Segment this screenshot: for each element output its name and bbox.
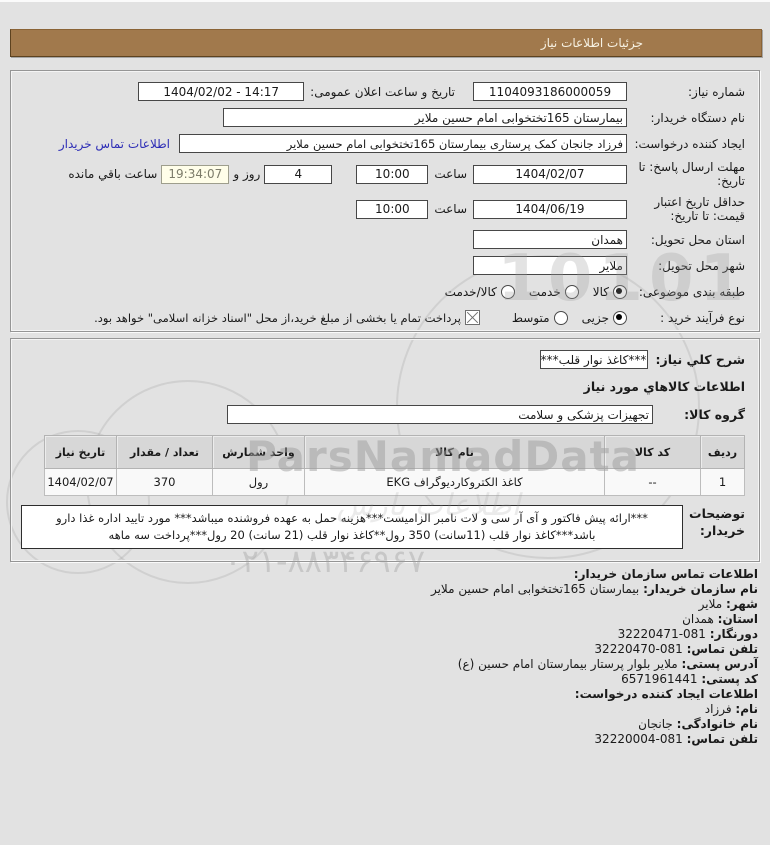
validity-date-input[interactable]: 1404/06/19 bbox=[473, 199, 627, 219]
deadline-hour-label: ساعت bbox=[434, 167, 467, 181]
top-highlight-line bbox=[0, 0, 770, 2]
checkbox-checked-icon bbox=[464, 310, 480, 325]
buyer-contact-link[interactable]: اطلاعات تماس خریدار bbox=[58, 136, 170, 151]
goods-group-label: گروه کالا: bbox=[684, 407, 745, 422]
items-table-header-row: ردیف کد کالا نام کالا واحد شمارش تعداد /… bbox=[44, 435, 745, 469]
request-creator-label: ایجاد کننده درخواست: bbox=[634, 136, 745, 151]
cell-unit: رول bbox=[212, 468, 305, 496]
treasury-checkbox[interactable]: پرداخت تمام یا بخشی از مبلغ خرید،از محل … bbox=[94, 310, 480, 325]
table-row: 1 -- کاغذ الکتروکاردیوگراف EKG رول 370 1… bbox=[44, 468, 745, 496]
purchase-process-label: نوع فرآیند خرید : bbox=[660, 310, 745, 325]
need-items-groupbox: شرح کلي نیاز: ***کاغذ نوار قلب*** اطلاعا… bbox=[10, 338, 760, 562]
radio-icon bbox=[553, 310, 568, 325]
radio-goods-service[interactable]: کالا/خدمت bbox=[445, 284, 515, 299]
announce-datetime-label: تاریخ و ساعت اعلان عمومی: bbox=[310, 84, 455, 99]
validity-hour-label: ساعت bbox=[434, 202, 467, 216]
need-number-label: شماره نیاز: bbox=[688, 84, 745, 99]
cell-quantity: 370 bbox=[116, 468, 213, 496]
cell-row-number: 1 bbox=[700, 468, 745, 496]
need-number-row: شماره نیاز: 1104093186000059 تاریخ و ساع… bbox=[21, 81, 745, 102]
remaining-days-input[interactable]: 4 bbox=[264, 164, 333, 184]
col-unit: واحد شمارش bbox=[212, 435, 305, 469]
radio-service[interactable]: خدمت bbox=[529, 284, 579, 299]
response-deadline-label: مهلت ارسال پاسخ: تا تاریخ: bbox=[638, 160, 745, 188]
items-section-header: اطلاعات کالاهاي مورد نیاز bbox=[583, 379, 745, 394]
announce-datetime-input[interactable]: 1404/02/02 - 14:17 bbox=[138, 82, 305, 101]
buyer-notes-label: توضیحات خریدار: bbox=[689, 506, 745, 538]
buyer-org-input[interactable]: بیمارستان 165تختخوابی امام حسین ملایر bbox=[223, 108, 627, 127]
goods-group-input[interactable]: تجهیزات پزشکی و سلامت bbox=[227, 405, 653, 424]
cell-item-code: -- bbox=[604, 468, 701, 496]
items-table: ردیف کد کالا نام کالا واحد شمارش تعداد /… bbox=[44, 435, 745, 496]
cell-need-date: 1404/02/07 bbox=[44, 468, 117, 496]
price-validity-label: حداقل تاریخ اعتبار قیمت: تا تاریخ: bbox=[654, 195, 745, 223]
creator-info-title: اطلاعات ایجاد کننده درخواست: bbox=[574, 687, 758, 701]
contact-line-postalcode: کد پستی: 6571961441 bbox=[621, 672, 758, 686]
page-title: جزئیات اطلاعات نیاز bbox=[10, 29, 762, 57]
col-item-code: کد کالا bbox=[604, 435, 701, 469]
deadline-time-input[interactable]: 10:00 bbox=[356, 164, 429, 184]
radio-minor[interactable]: جزیی bbox=[582, 310, 627, 325]
general-desc-label: شرح کلي نیاز: bbox=[655, 352, 745, 367]
buyer-notes-box: ***ارائه پیش فاکتور و آی آر سی و لات نام… bbox=[21, 505, 683, 549]
contact-line-address: آدرس پستی: ملایر بلوار پرستار بیمارستان … bbox=[457, 657, 758, 671]
creator-line-lastname: نام خانوادگی: جانجان bbox=[638, 717, 758, 731]
buyer-notes-row: توضیحات خریدار: ***ارائه پیش فاکتور و آی… bbox=[21, 505, 745, 549]
goods-group-row: گروه کالا: تجهیزات پزشکی و سلامت bbox=[21, 404, 745, 425]
col-item-name: نام کالا bbox=[304, 435, 605, 469]
delivery-province-input[interactable]: همدان bbox=[473, 230, 627, 249]
remaining-time-box: 19:34:07 bbox=[161, 164, 230, 184]
remaining-time-label: ساعت باقي مانده bbox=[68, 167, 158, 181]
validity-time-input[interactable]: 10:00 bbox=[356, 199, 429, 219]
delivery-city-label: شهر محل تحویل: bbox=[658, 258, 745, 273]
delivery-province-label: استان محل تحویل: bbox=[650, 232, 745, 247]
col-quantity: تعداد / مقدار bbox=[116, 435, 213, 469]
delivery-city-input[interactable]: ملایر bbox=[473, 256, 627, 275]
contact-line-fax: دورنگار: 32220471-081 bbox=[617, 627, 758, 641]
need-number-input[interactable]: 1104093186000059 bbox=[473, 82, 627, 101]
contact-line-org: نام سازمان خریدار: بیمارستان 165تختخوابی… bbox=[430, 582, 758, 596]
request-creator-input[interactable]: فرزاد جانجان کمک پرستاری بیمارستان 165تخ… bbox=[179, 134, 627, 153]
delivery-city-row: شهر محل تحویل: ملایر bbox=[21, 255, 745, 276]
radio-medium[interactable]: متوسط bbox=[512, 310, 568, 325]
price-validity-row: حداقل تاریخ اعتبار قیمت: تا تاریخ: 1404/… bbox=[21, 194, 745, 224]
buyer-org-row: نام دستگاه خریدار: بیمارستان 165تختخوابی… bbox=[21, 107, 745, 128]
buyer-org-label: نام دستگاه خریدار: bbox=[650, 110, 746, 125]
general-info-groupbox: شماره نیاز: 1104093186000059 تاریخ و ساع… bbox=[10, 70, 760, 332]
general-desc-row: شرح کلي نیاز: ***کاغذ نوار قلب*** bbox=[21, 349, 745, 370]
radio-icon bbox=[500, 284, 515, 299]
contact-line-province: استان: همدان bbox=[682, 612, 758, 626]
purchase-process-row: نوع فرآیند خرید : جزیی متوسط پرداخت تمام… bbox=[21, 307, 745, 328]
remaining-days-label: روز و bbox=[233, 167, 261, 181]
subject-classification-row: طبقه بندی موضوعی: کالا خدمت کالا/خدمت bbox=[21, 281, 745, 302]
deadline-date-input[interactable]: 1404/02/07 bbox=[473, 164, 627, 184]
subject-classification-label: طبقه بندی موضوعی: bbox=[638, 284, 745, 299]
delivery-province-row: استان محل تحویل: همدان bbox=[21, 229, 745, 250]
contact-line-phone: تلفن تماس: 32220470-081 bbox=[594, 642, 758, 656]
col-row-number: ردیف bbox=[700, 435, 745, 469]
radio-goods[interactable]: کالا bbox=[593, 284, 627, 299]
contact-line-city: شهر: ملایر bbox=[698, 597, 758, 611]
col-need-date: تاریخ نیاز bbox=[44, 435, 117, 469]
creator-line-phone: تلفن تماس: 32220004-081 bbox=[594, 732, 758, 746]
radio-icon bbox=[564, 284, 579, 299]
general-desc-input[interactable]: ***کاغذ نوار قلب*** bbox=[539, 350, 648, 369]
cell-item-name: کاغذ الکتروکاردیوگراف EKG bbox=[304, 468, 605, 496]
buyer-contact-title: اطلاعات تماس سازمان خریدار: bbox=[573, 567, 758, 581]
response-deadline-row: مهلت ارسال پاسخ: تا تاریخ: 1404/02/07 سا… bbox=[21, 159, 745, 189]
buyer-contact-block: اطلاعات تماس سازمان خریدار: نام سازمان خ… bbox=[12, 567, 758, 747]
request-creator-row: ایجاد کننده درخواست: فرزاد جانجان کمک پر… bbox=[21, 133, 745, 154]
creator-line-firstname: نام: فرزاد bbox=[704, 702, 758, 716]
radio-icon bbox=[613, 310, 627, 325]
radio-icon bbox=[613, 284, 627, 299]
